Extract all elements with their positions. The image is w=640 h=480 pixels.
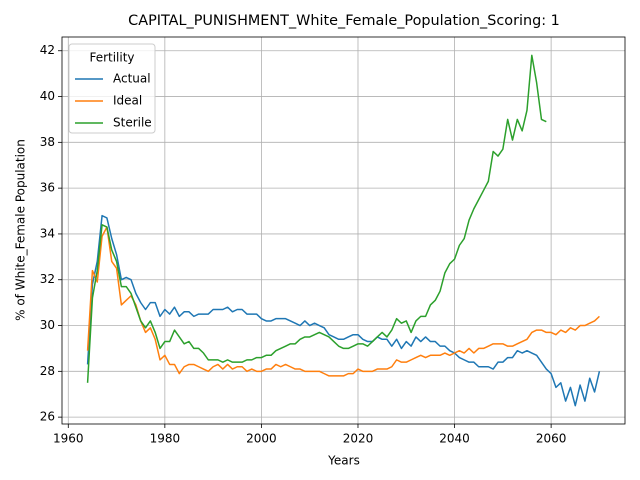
legend-title: Fertility — [89, 51, 134, 65]
x-tick-label: 1980 — [150, 432, 181, 446]
x-axis-label: Years — [327, 454, 360, 468]
y-tick-label: 30 — [40, 318, 55, 332]
x-tick-label: 2060 — [536, 432, 567, 446]
legend-label: Sterile — [113, 116, 152, 130]
legend-box — [68, 43, 156, 134]
legend-label: Ideal — [113, 94, 142, 108]
y-tick-label: 40 — [40, 89, 55, 103]
y-tick-label: 28 — [40, 364, 55, 378]
data-line — [86, 226, 600, 377]
y-tick-label: 42 — [40, 43, 55, 57]
x-tick-label: 1960 — [53, 432, 84, 446]
y-tick-label: 38 — [40, 135, 55, 149]
x-tick-label: 2000 — [246, 432, 277, 446]
x-tick-label: 2020 — [343, 432, 374, 446]
y-tick-label: 32 — [40, 272, 55, 286]
x-tick-label: 2040 — [439, 432, 470, 446]
y-tick-label: 34 — [40, 226, 55, 240]
y-axis-label: % of White_Female Population — [14, 139, 28, 321]
data-line — [86, 214, 601, 407]
chart-title: CAPITAL_PUNISHMENT_White_Female_Populati… — [128, 13, 560, 29]
y-tick-label: 26 — [40, 410, 55, 424]
y-tick-label: 36 — [40, 181, 55, 195]
data-line — [86, 54, 547, 383]
legend-label: Actual — [113, 72, 151, 86]
plot-frame — [61, 36, 626, 425]
